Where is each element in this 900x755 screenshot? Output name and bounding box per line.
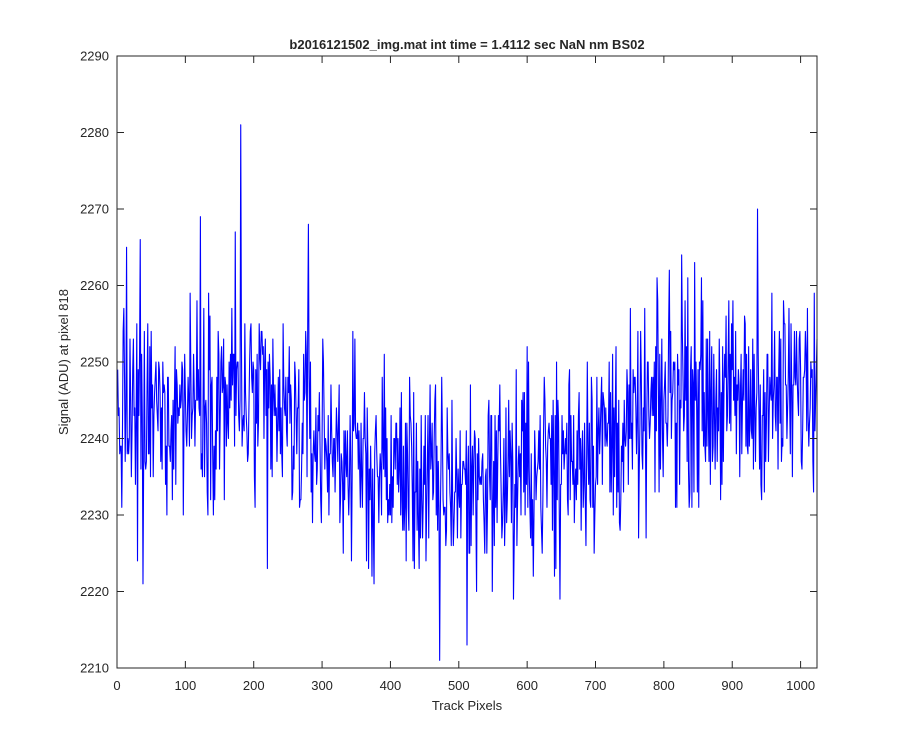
y-tick-label: 2240 [80,431,109,446]
x-tick-label: 400 [380,678,402,693]
x-tick-label: 100 [175,678,197,693]
x-tick-label: 500 [448,678,470,693]
y-tick-label: 2270 [80,202,109,217]
chart-title: b2016121502_img.mat int time = 1.4112 se… [289,37,644,52]
x-tick-label: 200 [243,678,265,693]
x-tick-label: 300 [311,678,333,693]
y-tick-label: 2220 [80,584,109,599]
y-axis-label: Signal (ADU) at pixel 818 [56,289,71,435]
x-tick-label: 900 [721,678,743,693]
x-tick-label: 600 [516,678,538,693]
y-tick-label: 2290 [80,49,109,64]
x-tick-label: 0 [113,678,120,693]
y-tick-label: 2280 [80,125,109,140]
y-tick-label: 2210 [80,661,109,676]
x-tick-label: 800 [653,678,675,693]
x-axis-label: Track Pixels [432,698,503,713]
x-tick-label: 1000 [786,678,815,693]
y-tick-label: 2250 [80,355,109,370]
y-tick-label: 2260 [80,278,109,293]
x-tick-label: 700 [585,678,607,693]
axes: 0 100 200 300 400 500 600 700 800 900 1000 2210 2220… [80,49,818,693]
series-layer [117,124,818,661]
series-line [117,124,818,661]
y-tick-label: 2230 [80,508,109,523]
